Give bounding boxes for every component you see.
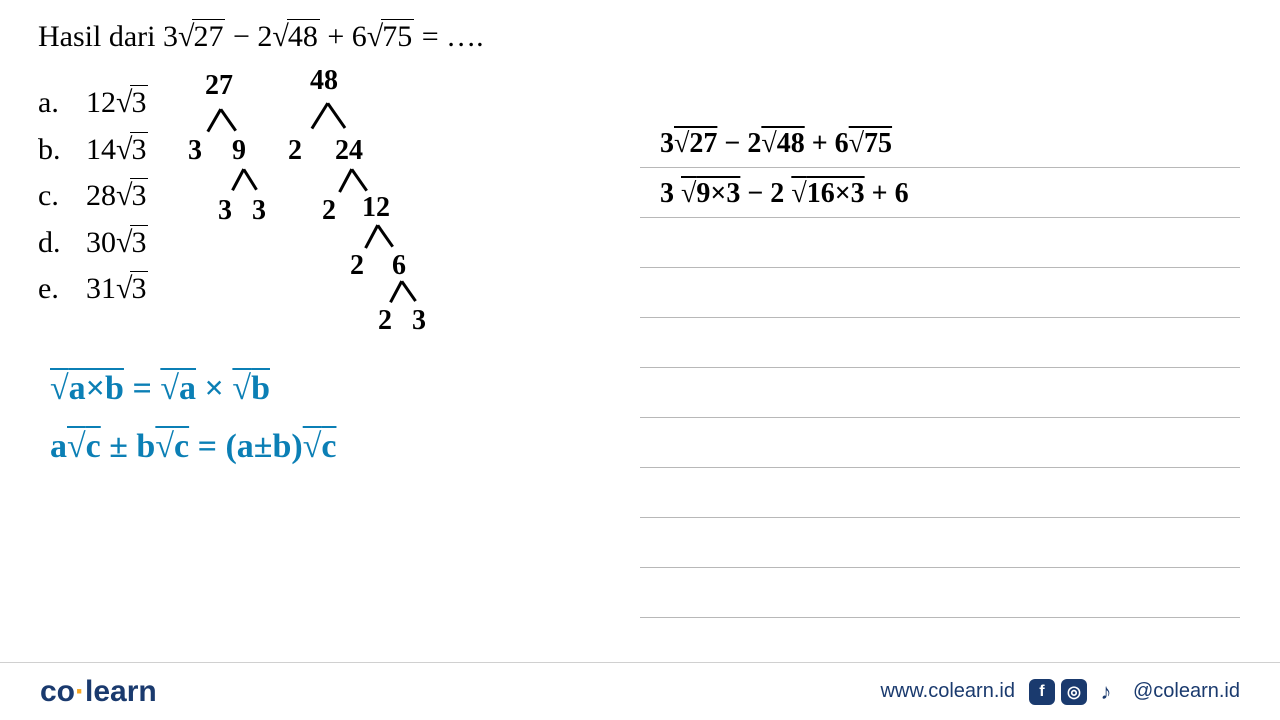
sqrt-27: 27 xyxy=(178,20,225,54)
tree-node: 3 xyxy=(188,135,202,167)
work-line-1: 3√27 − 2√48 + 6√75 xyxy=(660,128,892,160)
sqrt-75: 75 xyxy=(367,20,414,54)
tree-branch xyxy=(390,281,403,303)
answer-b: b.143 xyxy=(38,127,148,174)
sqrt-48: 48 xyxy=(272,20,319,54)
social-icons: f ◎ ♪ xyxy=(1029,679,1119,705)
answer-c: c.283 xyxy=(38,173,148,220)
answer-e: e.313 xyxy=(38,266,148,313)
work-line-2: 3 √9×3 − 2 √16×3 + 6 xyxy=(660,178,909,210)
tree-node: 48 xyxy=(310,65,338,97)
formula-box: √a×b = √a × √b a√c ± b√c = (a±b)√c xyxy=(50,360,336,476)
question-text: Hasil dari 327 − 248 + 675 = …. xyxy=(38,20,484,54)
footer: co·learn www.colearn.id f ◎ ♪ @colearn.i… xyxy=(0,662,1280,720)
tree-branch xyxy=(377,225,394,248)
tree-node: 2 xyxy=(322,195,336,227)
worksheet: Hasil dari 327 − 248 + 675 = …. a.123 b.… xyxy=(0,0,1280,720)
tree-node: 27 xyxy=(205,70,233,102)
tiktok-icon: ♪ xyxy=(1093,679,1119,705)
question-prefix: Hasil dari xyxy=(38,20,163,53)
footer-handle: @colearn.id xyxy=(1133,680,1240,703)
footer-url: www.colearn.id xyxy=(880,680,1015,703)
tree-node: 9 xyxy=(232,135,246,167)
tree-branch xyxy=(339,169,353,193)
tree-node: 2 xyxy=(288,135,302,167)
footer-right: www.colearn.id f ◎ ♪ @colearn.id xyxy=(880,679,1240,705)
answer-d: d.303 xyxy=(38,220,148,267)
facebook-icon: f xyxy=(1029,679,1055,705)
tree-node: 2 xyxy=(350,250,364,282)
formula-like-radicals: a√c ± b√c = (a±b)√c xyxy=(50,418,336,476)
tree-branch xyxy=(232,169,245,191)
instagram-icon: ◎ xyxy=(1061,679,1087,705)
tree-branch xyxy=(207,109,222,133)
tree-branch xyxy=(327,103,346,129)
answer-a: a.123 xyxy=(38,80,148,127)
tree-node: 2 xyxy=(378,305,392,337)
tree-branch xyxy=(401,281,417,302)
tree-branch xyxy=(243,169,258,191)
tree-node: 12 xyxy=(362,192,390,224)
tree-branch xyxy=(365,225,379,249)
answer-list: a.123 b.143 c.283 d.303 e.313 xyxy=(38,80,148,313)
tree-branch xyxy=(311,103,329,130)
tree-node: 3 xyxy=(412,305,426,337)
formula-sqrt-product: √a×b = √a × √b xyxy=(50,360,336,418)
tree-node: 3 xyxy=(252,195,266,227)
tree-node: 3 xyxy=(218,195,232,227)
tree-branch xyxy=(220,109,237,132)
tree-branch xyxy=(351,169,368,192)
tree-node: 6 xyxy=(392,250,406,282)
tree-node: 24 xyxy=(335,135,363,167)
brand-logo: co·learn xyxy=(40,675,157,709)
